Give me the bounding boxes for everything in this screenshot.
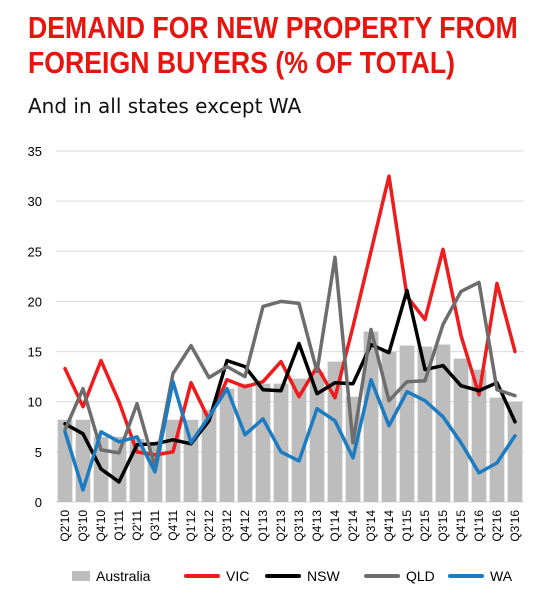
chart-title: DEMAND FOR NEW PROPERTY FROM FOREIGN BUY… [28, 10, 518, 80]
y-tick-label: 35 [28, 144, 42, 159]
bar-australia [219, 388, 235, 502]
bar-australia [507, 401, 523, 502]
bar-australia [255, 383, 271, 502]
bar-australia [453, 358, 469, 502]
bar-australia [309, 371, 325, 502]
chart-title-line-2: FOREIGN BUYERS (% OF TOTAL) [28, 45, 456, 80]
x-tick-label: Q2'10 [58, 510, 72, 542]
x-tick-label: Q2'12 [202, 510, 216, 542]
bar-australia [237, 383, 253, 502]
x-tick-label: Q4'11 [166, 510, 180, 541]
y-tick-label: 25 [28, 244, 42, 259]
x-tick-label: Q2'15 [418, 510, 432, 542]
x-tick-label: Q3'16 [508, 510, 522, 542]
bar-series-australia [57, 331, 523, 502]
bar-australia [417, 346, 433, 502]
bar-australia [399, 345, 415, 502]
x-tick-label: Q2'16 [490, 510, 504, 542]
x-tick-label: Q3'13 [292, 510, 306, 542]
bar-australia [489, 397, 505, 502]
chart-title-line-1: DEMAND FOR NEW PROPERTY FROM [28, 10, 518, 45]
line-series [63, 174, 517, 492]
bar-australia [327, 361, 343, 502]
legend-label-nsw: NSW [307, 568, 340, 584]
x-tick-label: Q4'13 [310, 510, 324, 542]
chart-subtitle: And in all states except WA [28, 94, 302, 118]
bar-australia [435, 344, 451, 502]
x-axis: Q2'10 Q3'10 Q4'10 Q1'11 Q2'11 Q3'11 Q4'11 Q1'12… [58, 510, 522, 542]
x-tick-label: Q3'11 [148, 510, 162, 541]
x-tick-label: Q3'12 [220, 510, 234, 542]
x-tick-label: Q3'10 [76, 510, 90, 542]
legend-swatch-australia [72, 571, 90, 581]
x-tick-label: Q1'11 [112, 510, 126, 541]
x-tick-label: Q1'16 [472, 510, 486, 542]
bar-australia [273, 383, 289, 502]
legend-label-australia: Australia [96, 568, 151, 584]
legend-label-wa: WA [490, 568, 513, 584]
x-tick-label: Q2'11 [130, 510, 144, 541]
legend: Australia VIC NSW QLD WA [72, 568, 513, 584]
x-tick-label: Q4'10 [94, 510, 108, 542]
y-axis: 0 5 10 15 20 25 30 35 [28, 144, 42, 510]
bar-australia [183, 419, 199, 502]
y-tick-label: 20 [28, 294, 42, 309]
y-tick-label: 10 [28, 395, 42, 410]
x-tick-label: Q1'12 [184, 510, 198, 542]
line-qld [63, 255, 517, 469]
y-tick-label: 15 [28, 345, 42, 360]
y-tick-label: 30 [28, 194, 42, 209]
line-vic [63, 174, 517, 457]
x-tick-label: Q2'13 [274, 510, 288, 542]
legend-label-qld: QLD [406, 568, 435, 584]
x-tick-label: Q4'14 [382, 510, 396, 542]
legend-label-vic: VIC [226, 568, 249, 584]
x-tick-label: Q1'15 [400, 510, 414, 542]
x-tick-label: Q4'12 [238, 510, 252, 542]
x-tick-label: Q3'15 [436, 510, 450, 542]
line-wa [63, 377, 517, 492]
x-tick-label: Q4'15 [454, 510, 468, 542]
bar-australia [201, 409, 217, 502]
x-tick-label: Q1'14 [328, 510, 342, 542]
bar-australia [291, 378, 307, 502]
bar-australia [363, 331, 379, 502]
y-tick-label: 0 [35, 495, 42, 510]
y-tick-label: 5 [35, 445, 42, 460]
x-tick-label: Q1'13 [256, 510, 270, 542]
x-tick-label: Q2'14 [346, 510, 360, 542]
x-tick-label: Q3'14 [364, 510, 378, 542]
